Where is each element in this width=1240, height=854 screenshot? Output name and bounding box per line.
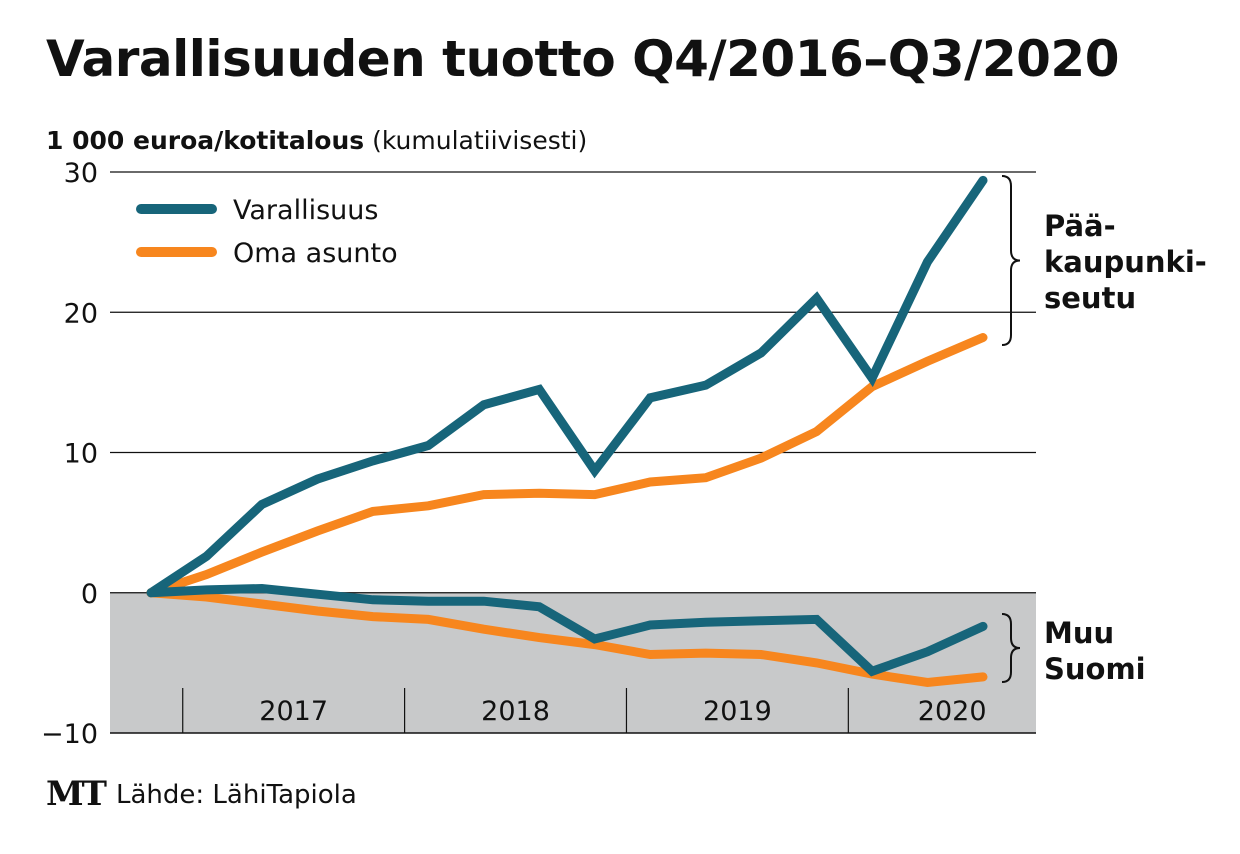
- chart-title: Varallisuuden tuotto Q4/2016–Q3/2020: [46, 30, 1120, 88]
- source-text: Lähde: LähiTapiola: [116, 780, 357, 810]
- y-tick-label: 0: [81, 579, 98, 610]
- group-brace-muu-suomi: [1001, 613, 1021, 683]
- series-line-varallisuus-muu-suomi: [146, 583, 988, 677]
- x-year-label: 2019: [703, 696, 772, 727]
- x-year-label: 2018: [481, 696, 550, 727]
- series-line-varallisuus-paakaupunkiseutu: [146, 175, 988, 598]
- unit-label: 1 000 euroa/kotitalous: [46, 126, 365, 155]
- region-label-muu-suomi: Muu Suomi: [1044, 616, 1146, 686]
- unit-note: (kumulatiivisesti): [372, 126, 588, 155]
- y-tick-label: 20: [64, 298, 98, 329]
- legend-label-varallisuus: Varallisuus: [233, 195, 378, 226]
- negative-value-band: [110, 592, 1036, 733]
- series-line-oma_asunto-muu-suomi: [146, 588, 988, 688]
- chart-subtitle: 1 000 euroa/kotitalous (kumulatiivisesti…: [46, 126, 587, 155]
- group-brace-paakaupunkiseutu: [1001, 175, 1021, 346]
- region-label-paakaupunkiseutu: Pää-kaupunki-seutu: [1044, 209, 1207, 315]
- y-tick-label: 30: [64, 158, 98, 189]
- y-tick-label: 10: [64, 439, 98, 470]
- y-tick-label: −10: [41, 719, 98, 750]
- series-line-oma_asunto-paakaupunkiseutu: [146, 333, 988, 598]
- legend-label-oma_asunto: Oma asunto: [233, 238, 398, 269]
- x-year-label: 2020: [918, 696, 987, 727]
- x-year-label: 2017: [259, 696, 328, 727]
- mt-logo: MT: [46, 774, 107, 814]
